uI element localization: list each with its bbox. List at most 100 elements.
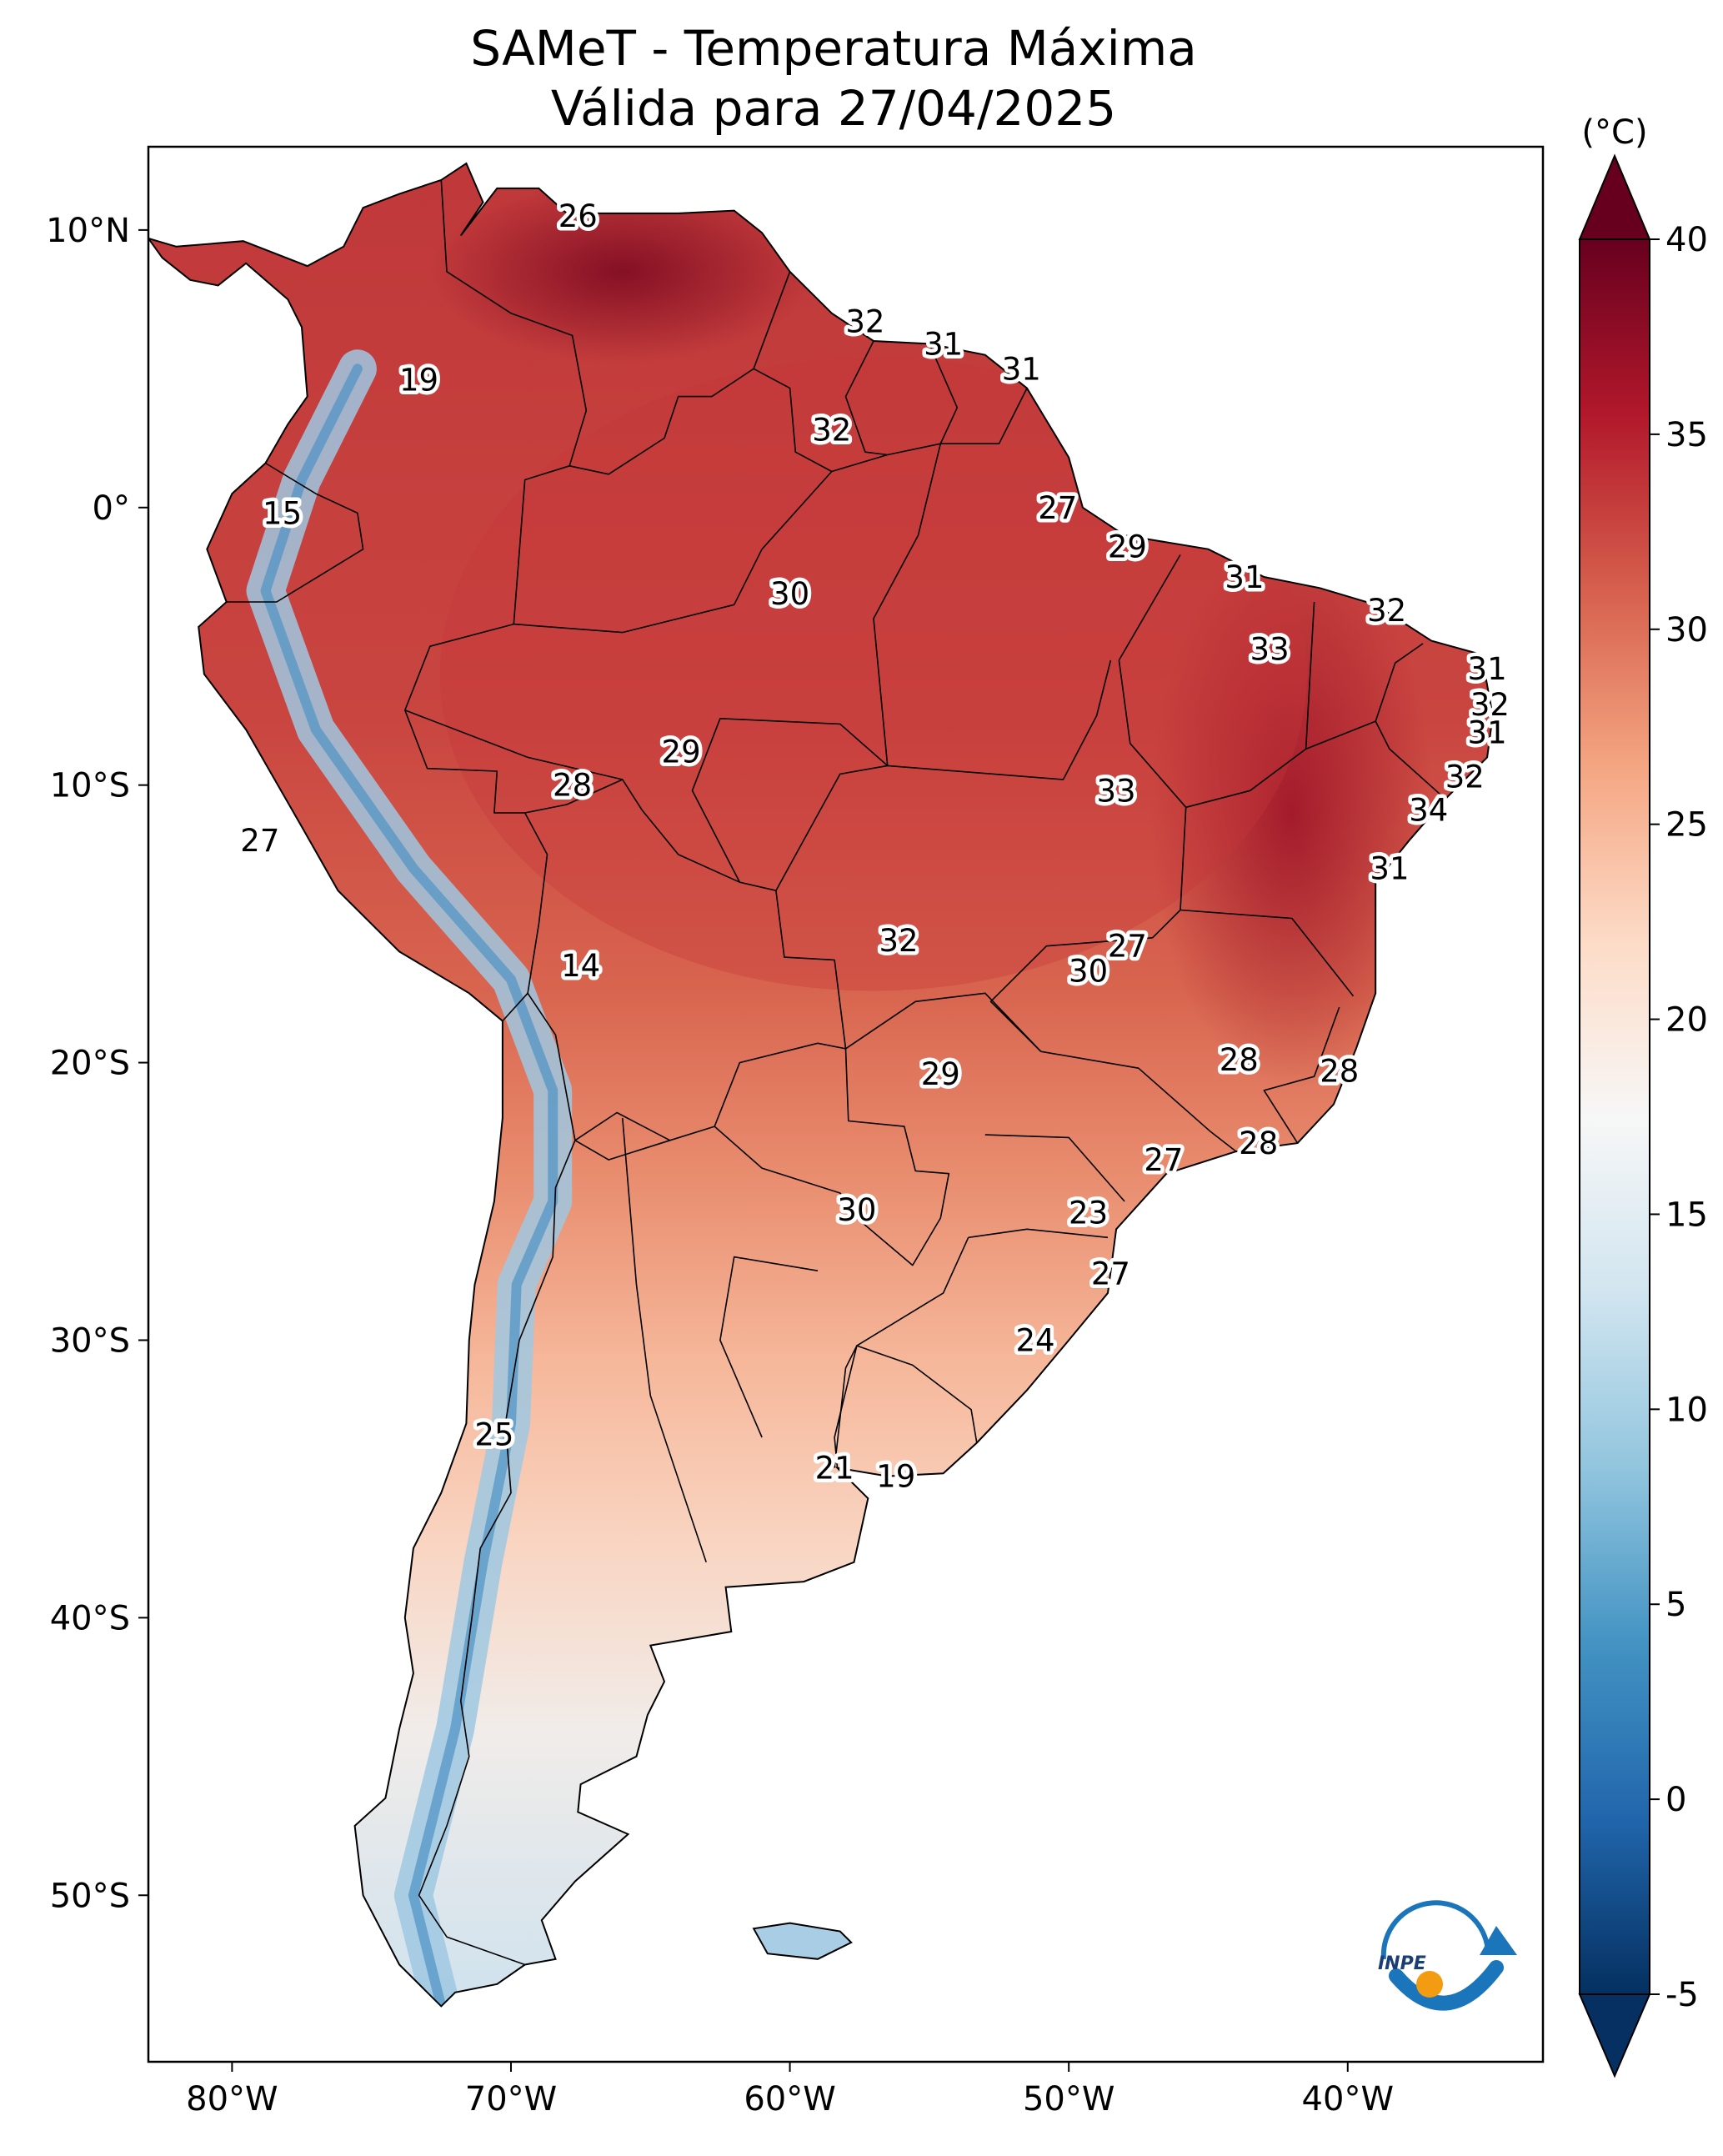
colorbar-gradient [1579,238,1650,1995]
south-america-land [148,162,1494,2008]
falkland-islands [752,1922,853,1960]
city-temperature-label: 27 [1144,1142,1183,1178]
lat-tick-label: 50°S [50,1877,130,1915]
map-subtitle: Válida para 27/04/2025 [551,80,1116,137]
border-line [1118,554,1181,661]
city-temperature-label: 30 [770,576,809,612]
city-temperature-label: 31 [1370,851,1409,887]
city-temperature-label: 19 [399,363,438,399]
border-line [1040,1050,1237,1152]
city-temperature-label: 29 [921,1056,960,1092]
hot-spot-venezuela [430,179,814,364]
warm-amazon [439,357,1307,991]
border-line [845,992,1042,1052]
lat-tick-label: 0° [93,489,130,528]
city-temperature-label: 33 [1250,632,1290,668]
city-temperature-label: 32 [1470,687,1510,723]
lat-tick-label: 40°S [50,1599,130,1637]
city-temperature-label: 27 [1091,1256,1130,1292]
latitude-axis: 10°N 0° 10°S 20°S 30°S 40°S 50°S [46,212,148,1915]
colorbar-max-extension [1578,153,1651,240]
city-temperature-label: 24 [1015,1322,1054,1358]
colorbar-tick-label: 10 [1665,1391,1708,1429]
lat-tick-label: 20°S [50,1045,130,1083]
city-temperature-label: 32 [812,413,851,449]
sun-dot-icon [1416,1971,1443,1998]
colorbar-tick-label: 0 [1665,1781,1686,1819]
colorbar-tick-label: 40 [1665,221,1708,259]
border-line [404,709,623,780]
lon-tick-label: 60°W [744,2080,835,2118]
border-line [1263,1006,1340,1144]
coastline [148,162,1494,2008]
colorbar-tick-label: -5 [1665,1976,1699,2014]
city-temperature-label: 32 [879,923,919,959]
lon-tick-label: 50°W [1023,2080,1114,2118]
colorbar-ticks: 40 35 30 25 20 15 10 5 0 -5 [1650,221,1708,2014]
border-line [440,179,588,624]
city-temperature-label: 31 [1002,351,1041,387]
border-line [714,1048,950,1266]
map-title: SAMeT - Temperatura Máxima [470,20,1197,77]
city-temperature-label: 33 [1097,773,1136,809]
border-line [968,1228,1109,1239]
border-line [524,779,847,1141]
city-temperature-label: 32 [1367,593,1406,629]
border-line [574,1140,670,1161]
border-line [1185,601,1315,809]
map-frame [147,145,1545,2063]
arrow-icon [1480,1926,1517,1955]
border-line [753,368,1028,473]
longitude-axis: 80°W 70°W 60°W 50°W 40°W [186,2062,1394,2118]
border-line [226,462,364,603]
border-line [775,659,1112,891]
border-line [834,1345,858,1468]
border-line [856,1236,969,1346]
city-temperature-label: 31 [1468,651,1507,687]
city-temperature-label: 15 [263,495,302,531]
border-line [834,1345,978,1468]
city-temperature-label: 30 [837,1192,876,1228]
city-temperature-label: 28 [1239,1126,1278,1161]
city-temperature-label: 21 [815,1451,854,1487]
border-line [1305,720,1446,800]
city-temperature-label: 26 [558,198,598,234]
city-temperature-label: 29 [1108,529,1147,564]
border-line [404,623,548,1022]
border-line [989,659,1187,1052]
border-line [984,1134,1125,1202]
city-temperature-label: 32 [1445,760,1485,795]
colorbar-tick-label: 25 [1665,806,1708,845]
hot-spot-northeast-brazil [1150,537,1434,1088]
city-temperature-label: 14 [561,948,600,984]
city-temperature-label: 32 [845,304,884,340]
colorbar-tick-label: 30 [1665,611,1708,649]
colorbar-min-extension [1578,1993,1651,2078]
city-temperature-label: 27 [240,823,279,859]
lon-tick-label: 40°W [1302,2080,1394,2118]
city-temperature-label: 27 [1108,929,1147,965]
city-temperature-label: 31 [924,326,963,362]
colorbar-tick-label: 15 [1665,1196,1708,1234]
colorbar-tick-label: 20 [1665,1001,1708,1040]
colorbar: (°C) 40 35 30 25 20 15 10 5 0 -5 [1578,113,1708,2078]
city-temperature-label: 28 [1220,1042,1259,1078]
andes-coldest-core [260,364,558,2007]
border-line [873,444,942,766]
city-temperature-label: 28 [1320,1054,1359,1090]
border-line [622,1118,707,1563]
colorbar-tick-label: 35 [1665,416,1708,454]
colorbar-unit: (°C) [1581,113,1647,152]
city-temperature-label: 34 [1409,793,1448,829]
lon-tick-label: 70°W [465,2080,557,2118]
border-line [513,470,833,634]
border-line [691,718,889,883]
city-temperature-label: 29 [662,735,701,770]
lat-tick-label: 10°S [50,767,130,805]
border-line [719,1256,819,1438]
city-temperature-label: 31 [1225,559,1264,595]
city-temperature-label: 23 [1069,1195,1108,1231]
lat-tick-label: 30°S [50,1321,130,1360]
lat-tick-label: 10°N [46,212,130,250]
